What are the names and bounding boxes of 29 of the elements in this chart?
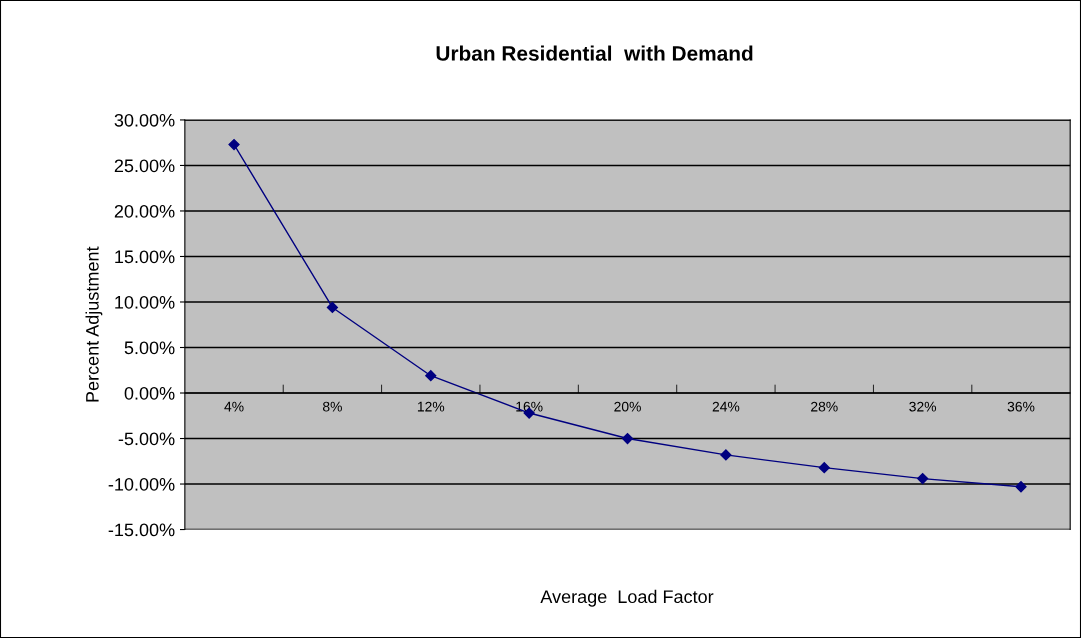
y-tick-label: 20.00%	[114, 204, 175, 218]
y-tick-label: -10.00%	[108, 477, 175, 491]
y-tick-label: -15.00%	[108, 523, 175, 537]
x-axis-title: Average Load Factor	[540, 589, 714, 607]
y-tick-label: 5.00%	[124, 341, 175, 355]
point	[818, 462, 830, 474]
point	[1015, 481, 1027, 493]
x-tick-label: 36%	[1007, 401, 1035, 412]
y-tick-label: 25.00%	[114, 159, 175, 173]
point	[425, 370, 437, 382]
y-axis-title: Percent Adjustment	[85, 246, 103, 402]
x-tick-label: 4%	[224, 401, 244, 412]
y-tick-label: 0.00%	[124, 386, 175, 400]
x-tick-label: 8%	[322, 401, 342, 412]
x-tick-label: 24%	[712, 401, 740, 412]
y-tick-label: 10.00%	[115, 295, 175, 309]
x-tick-label: 12%	[417, 401, 445, 412]
x-tick-label: 20%	[614, 401, 641, 412]
point	[228, 138, 240, 151]
x-tick-label: 32%	[909, 401, 937, 412]
point	[917, 472, 929, 485]
x-tick-label: 28%	[811, 401, 838, 412]
chart-title: Urban Residential with Demand	[436, 45, 753, 61]
y-tick-label: -5.00%	[118, 432, 175, 446]
y-tick-label: 30.00%	[114, 113, 175, 127]
y-tick-label: 15.00%	[115, 250, 175, 264]
point	[621, 432, 634, 445]
point	[326, 301, 339, 314]
point	[720, 449, 732, 461]
